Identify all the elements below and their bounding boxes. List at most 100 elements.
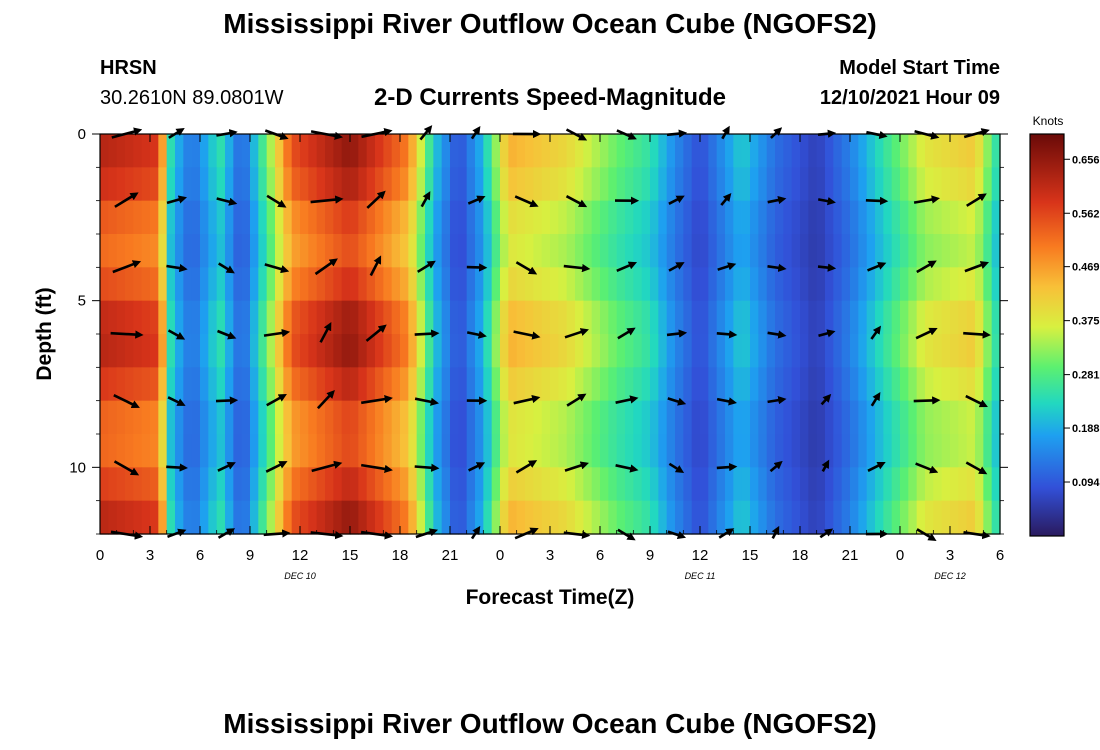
heatmap-cell	[241, 467, 251, 502]
heatmap-cell	[491, 400, 501, 435]
heatmap-cell	[916, 500, 926, 535]
heatmap-cell	[141, 200, 151, 235]
heatmap-cell	[583, 234, 593, 268]
heatmap-cell	[308, 367, 318, 402]
heatmap-cell	[616, 367, 626, 402]
heatmap-cell	[250, 267, 259, 302]
heatmap-cell	[233, 467, 243, 502]
heatmap-cell	[441, 500, 451, 535]
heatmap-cell	[291, 467, 301, 502]
heatmap-cell	[816, 434, 826, 468]
heatmap-cell	[950, 400, 959, 435]
heatmap-cell	[633, 167, 643, 202]
heatmap-cell	[225, 400, 234, 435]
heatmap-cell	[441, 167, 451, 202]
heatmap-cell	[708, 367, 718, 402]
current-vector	[870, 391, 881, 407]
heatmap-cell	[391, 334, 401, 368]
heatmap-cell	[516, 300, 526, 335]
heatmap-cell	[966, 367, 976, 402]
heatmap-cell	[416, 267, 426, 302]
current-vector	[716, 397, 737, 406]
heatmap-cell	[575, 200, 584, 235]
heatmap-cell	[691, 434, 701, 468]
heatmap-cell	[858, 234, 868, 268]
heatmap-cell	[741, 400, 751, 435]
heatmap-cell	[216, 434, 226, 468]
heatmap-cell	[350, 434, 359, 468]
heatmap-cell	[916, 234, 926, 268]
heatmap-cell	[183, 500, 193, 535]
heatmap-cell	[883, 200, 893, 235]
heatmap-cell	[700, 234, 709, 268]
heatmap-cell	[258, 300, 268, 335]
heatmap-cell	[625, 167, 634, 202]
heatmap-cell	[758, 400, 768, 435]
colorbar-unit: Knots	[1033, 114, 1064, 128]
heatmap-cell	[466, 367, 476, 402]
heatmap-cell	[575, 234, 584, 268]
heatmap-cell	[100, 134, 109, 168]
heatmap-cell	[675, 167, 684, 202]
heatmap-cell	[208, 234, 218, 268]
heatmap-cell	[191, 300, 201, 335]
heatmap-cell	[625, 367, 634, 402]
heatmap-cell	[408, 167, 418, 202]
heatmap-cell	[225, 467, 234, 502]
x-tick-label: 0	[496, 547, 504, 564]
heatmap-cell	[900, 134, 909, 168]
heatmap-cell	[975, 134, 984, 168]
heatmap-cell	[516, 500, 526, 535]
heatmap-cell	[608, 134, 618, 168]
heatmap-cell	[991, 467, 1001, 502]
colorbar-tick-label: 0.375	[1072, 316, 1100, 328]
heatmap-cell	[491, 267, 501, 302]
heatmap-cell	[258, 234, 268, 268]
heatmap-cell	[300, 500, 309, 535]
heatmap-cell	[858, 434, 868, 468]
heatmap-cell	[100, 467, 109, 502]
heatmap-cell	[758, 467, 768, 502]
heatmap-cell	[308, 267, 318, 302]
heatmap-cell	[466, 400, 476, 435]
heatmap-cell	[616, 400, 626, 435]
heatmap-cell	[566, 300, 576, 335]
heatmap-cell	[366, 367, 376, 402]
heatmap-cell	[658, 200, 668, 235]
heatmap-cell	[750, 467, 759, 502]
heatmap-cell	[508, 334, 518, 368]
page-title-repeat: Mississippi River Outflow Ocean Cube (NG…	[223, 708, 877, 739]
heatmap-cell	[108, 500, 118, 535]
current-vector	[867, 461, 886, 472]
heatmap-cell	[691, 367, 701, 402]
heatmap-cell	[933, 467, 943, 502]
heatmap-cell	[366, 167, 376, 202]
heatmap-cell	[233, 200, 243, 235]
heatmap-cell	[733, 400, 743, 435]
heatmap-cell	[283, 134, 293, 168]
heatmap-cell	[883, 400, 893, 435]
heatmap-cell	[725, 234, 734, 268]
heatmap-cell	[800, 167, 809, 202]
heatmap-cell	[908, 400, 918, 435]
heatmap-cell	[766, 200, 776, 235]
x-tick-label: 6	[596, 547, 604, 564]
heatmap-cell	[816, 267, 826, 302]
heatmap-cell	[475, 500, 484, 535]
heatmap-cell	[866, 500, 876, 535]
heatmap-cell	[125, 267, 134, 302]
heatmap-cell	[125, 467, 134, 502]
heatmap-cell	[108, 134, 118, 168]
heatmap-cell	[166, 234, 176, 268]
heatmap-cell	[208, 467, 218, 502]
heatmap-cell	[191, 167, 201, 202]
heatmap-cell	[866, 267, 876, 302]
heatmap-cell	[800, 200, 809, 235]
heatmap-cell	[116, 167, 126, 202]
heatmap-cell	[475, 200, 484, 235]
heatmap-cell	[908, 367, 918, 402]
heatmap-cell	[966, 300, 976, 335]
heatmap-cell	[991, 134, 1001, 168]
heatmap-cell	[425, 500, 434, 535]
heatmap-cell	[591, 234, 601, 268]
